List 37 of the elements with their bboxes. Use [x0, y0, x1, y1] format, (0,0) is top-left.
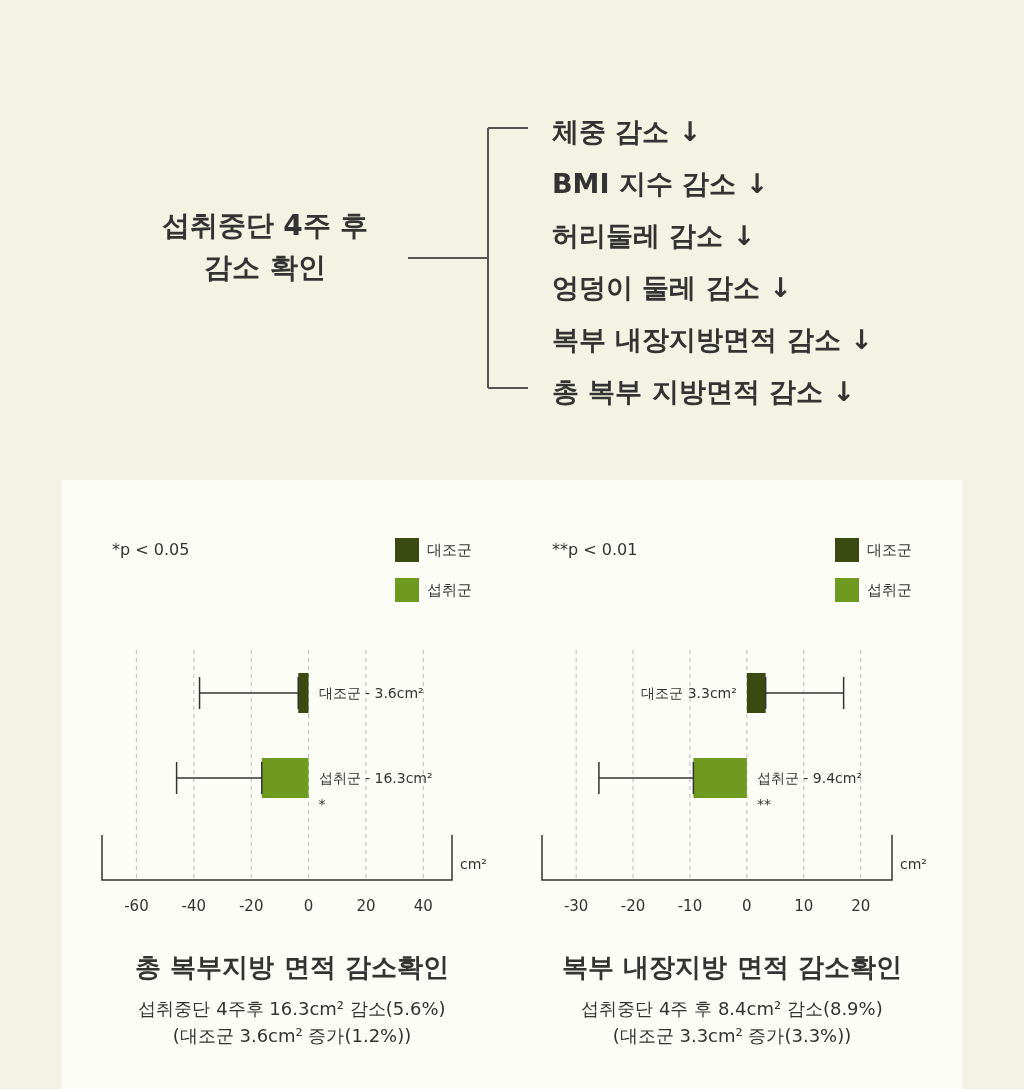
legend-label: 대조군: [866, 539, 912, 561]
legend-label: 대조군: [426, 539, 472, 561]
data-label: 대조군 - 3.6cm²: [318, 685, 424, 701]
legend-label: 섭취군: [426, 579, 472, 601]
x-tick-label: -20: [620, 896, 646, 915]
text: 허리둘레 감소 ↓: [552, 219, 757, 253]
x-tick-label: -10: [677, 896, 703, 915]
data-label: 대조군 3.3cm²: [641, 685, 737, 701]
annotation: *: [318, 796, 326, 812]
x-tick-label: 40: [413, 896, 433, 915]
x-tick-label: -60: [124, 896, 149, 915]
x-tick-label: -30: [563, 896, 589, 915]
text: 섭취중단 4주 후 감소 확인: [160, 208, 370, 286]
text: *p < 0.05: [112, 540, 190, 559]
text: 총 복부 지방면적 감소 ↓: [552, 375, 857, 409]
x-tick-label: 0: [303, 896, 314, 915]
text: 엉덩이 둘레 감소 ↓: [552, 271, 793, 305]
x-axis-title: cm²: [900, 856, 927, 872]
text: 복부 내장지방면적 감소 ↓: [552, 323, 873, 357]
text: 체중 감소 ↓: [552, 115, 703, 149]
data-label: 섭취군 - 16.3cm²: [318, 770, 433, 786]
text: 총 복부지방 면적 감소확인: [134, 951, 450, 984]
text: **p < 0.01: [552, 540, 638, 559]
legend-label: 섭취군: [866, 579, 912, 601]
text: BMI 지수 감소 ↓: [552, 167, 770, 201]
text: 섭취중단 4주 후 8.4cm² 감소(8.9%) (대조군 3.3cm² 증가(3.3%)): [580, 997, 884, 1048]
x-tick-label: 20: [851, 896, 871, 915]
text: 섭취중단 4주후 16.3cm² 감소(5.6%) (대조군 3.6cm² 증가(1.2%)): [137, 997, 447, 1048]
data-label: 섭취군 - 9.4cm²: [756, 770, 863, 786]
x-tick-label: 0: [742, 896, 752, 915]
annotation: **: [756, 796, 771, 812]
x-tick-label: -20: [238, 896, 264, 915]
x-tick-label: -40: [181, 896, 207, 915]
x-tick-label: 10: [794, 896, 814, 915]
text: 복부 내장지방 면적 감소확인: [561, 951, 903, 984]
x-tick-label: 20: [356, 896, 376, 915]
x-axis-title: cm²: [460, 856, 487, 872]
